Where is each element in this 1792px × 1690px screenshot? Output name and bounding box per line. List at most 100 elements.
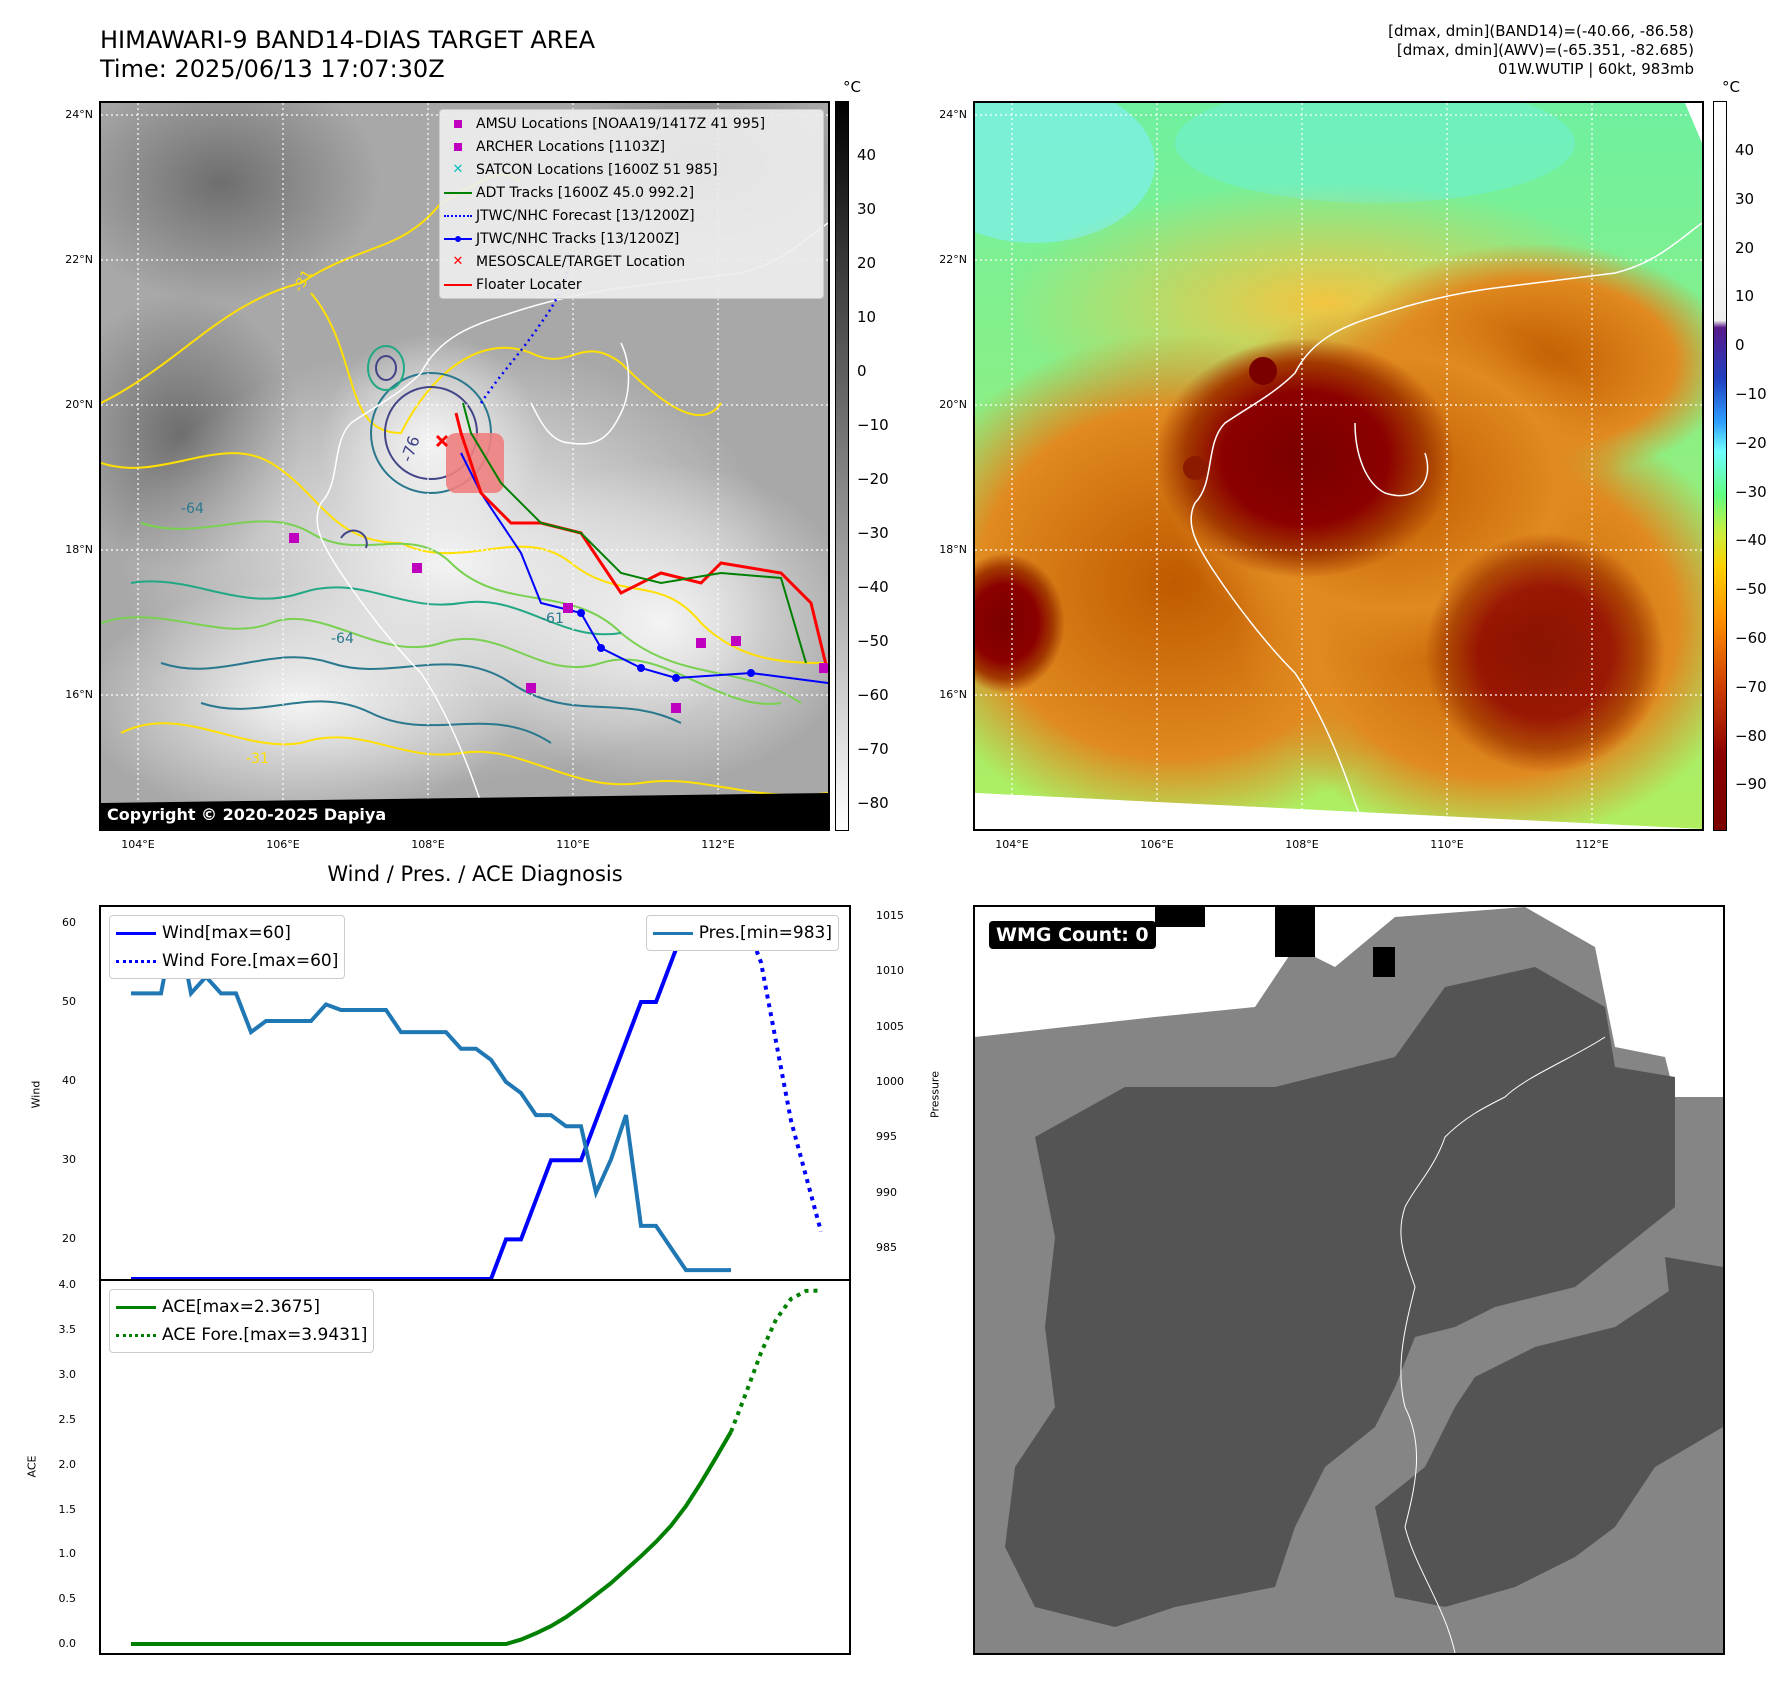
legend-item-pressure: Pres.[min=983] [647,919,832,947]
colorbar-tick-label: −80 [1735,726,1767,745]
legend-label: ADT Tracks [1600Z 45.0 992.2] [476,184,695,201]
x-marker-icon: ✕ [452,254,464,269]
legend-item-amsu: AMSU Locations [NOAA19/1417Z 41 995] [440,112,823,135]
wmg-svg [975,907,1723,1653]
ace-legend: ACE[max=2.3675] ACE Fore.[max=3.9431] [109,1289,375,1353]
legend-item-mesoscale: ✕ MESOSCALE/TARGET Location [440,250,823,273]
legend-item-satcon: ✕ SATCON Locations [1600Z 51 985] [440,158,823,181]
legend-label: Wind Fore.[max=60] [162,951,339,971]
map-legend: AMSU Locations [NOAA19/1417Z 41 995] ARC… [439,109,824,299]
lat-label: 16°N [939,688,967,701]
line-marker-icon [647,931,699,935]
y-tick-label: 995 [876,1130,897,1144]
lat-label: 18°N [65,543,93,556]
colorbar-tick-label: −50 [1735,580,1767,599]
colorbar-tick-label: 0 [1735,336,1745,355]
colorbar-left [835,101,849,831]
band14-map-panel[interactable]: -76 -64 -61 -64 -31 -31 AMSU Locations [… [99,101,830,831]
colorbar-tick-label: 20 [857,254,877,272]
legend-label: JTWC/NHC Tracks [13/1200Z] [476,230,680,247]
lon-label: 106°E [1140,838,1174,851]
colorbar-tick-label: 40 [1735,141,1755,159]
legend-label: ACE[max=2.3675] [162,1297,320,1317]
lon-label: 112°E [1575,838,1609,851]
ace-chart[interactable]: ACE[max=2.3675] ACE Fore.[max=3.9431] [99,1279,851,1655]
y-tick-label: 40 [62,1074,76,1088]
colorbar-tick-label: −10 [1735,385,1767,403]
figure-title: HIMAWARI-9 BAND14-DIAS TARGET AREA [100,26,596,54]
colorbar-tick-label: −30 [857,524,889,542]
legend-item-adt: ADT Tracks [1600Z 45.0 992.2] [440,181,823,204]
lat-label: 18°N [939,543,967,556]
colorbar-tick-label: −70 [1735,677,1767,696]
dmax-awv: [dmax, dmin](AWV)=(-65.351, -82.685) [1396,41,1694,59]
lon-label: 104°E [121,838,155,851]
y-tick-label: 1.0 [58,1547,77,1561]
y-tick-label: 2.5 [58,1412,77,1426]
dotted-line-icon [110,959,162,963]
legend-item-jtwc-tracks: JTWC/NHC Tracks [13/1200Z] [440,227,823,250]
legend-item-ace: ACE[max=2.3675] [110,1293,367,1321]
wind-axis-label: Wind [29,1080,43,1109]
wind-pressure-chart[interactable]: Wind[max=60] Wind Fore.[max=60] Pres.[mi… [99,905,851,1281]
legend-item-archer: ARCHER Locations [1103Z] [440,135,823,158]
y-tick-label: 3.5 [58,1323,77,1337]
y-tick-label: 50 [62,994,76,1008]
lat-label: 16°N [65,688,93,701]
lon-label: 108°E [411,838,445,851]
lat-label: 24°N [65,108,93,121]
series-line-ace [131,1430,733,1647]
colorbar-tick-label: −10 [857,416,889,434]
line-marker-icon [440,283,476,286]
square-marker-icon [440,142,476,151]
wmg-panel[interactable]: WMG Count: 0 [973,905,1725,1655]
lat-label: 20°N [939,398,967,411]
legend-item-jtwc-forecast: JTWC/NHC Forecast [13/1200Z] [440,204,823,227]
y-tick-label: 2.0 [58,1457,77,1471]
legend-item-wind-forecast: Wind Fore.[max=60] [110,947,338,975]
y-tick-label: 985 [876,1241,897,1254]
ace-axis-label: ACE [25,1455,39,1478]
colorbar-tick-label: 20 [1735,238,1755,257]
legend-label: JTWC/NHC Forecast [13/1200Z] [476,207,695,224]
copyright-label: Copyright © 2020-2025 Dapiya [101,804,393,825]
lat-label: 20°N [65,398,93,411]
colorbar-tick-label: 10 [857,308,877,326]
legend-label: SATCON Locations [1600Z 51 985] [476,161,718,178]
colorbar-tick-label: 10 [1735,287,1755,306]
legend-label: ARCHER Locations [1103Z] [476,138,666,155]
legend-label: AMSU Locations [NOAA19/1417Z 41 995] [476,115,766,132]
lon-label: 106°E [266,838,300,851]
colorbar-tick-label: −40 [857,578,889,596]
series-line-ace-fore- [729,1288,822,1433]
series-line-pres- [131,915,731,1273]
contour-label: -64 [181,501,204,517]
y-tick-label: 1000 [876,1074,904,1088]
lat-label: 22°N [65,253,93,266]
legend-label: ACE Fore.[max=3.9431] [162,1325,368,1345]
colorbar-tick-label: 30 [857,200,877,218]
y-tick-label: 3.0 [58,1368,77,1382]
lon-label: 104°E [995,838,1029,851]
square-marker-icon [440,119,476,128]
contour-label: -61 [541,611,564,627]
colorbar-tick-label: 30 [1735,189,1755,208]
y-tick-label: 990 [876,1185,897,1199]
legend-label: MESOSCALE/TARGET Location [476,253,686,270]
y-tick-label: 1010 [876,964,904,978]
wmg-count-badge: WMG Count: 0 [989,921,1156,949]
colorbar-tick-label: −60 [857,686,889,704]
legend-item-ace-forecast: ACE Fore.[max=3.9431] [110,1321,367,1349]
storm-info: 01W.WUTIP | 60kt, 983mb [1498,60,1694,78]
colorbar-tick-label: −40 [1735,531,1767,550]
legend-label: Floater Locater [476,276,582,293]
y-tick-label: 60 [62,915,76,929]
y-tick-label: 1015 [876,908,904,922]
colorbar-tick-label: −20 [857,470,889,488]
awv-map-panel[interactable] [973,101,1704,831]
lon-label: 110°E [556,838,590,851]
colorbar-tick-label: −90 [1735,775,1767,794]
y-tick-label: 0.5 [58,1592,77,1606]
dotted-line-icon [110,1333,162,1337]
y-tick-label: 0.0 [58,1637,77,1651]
